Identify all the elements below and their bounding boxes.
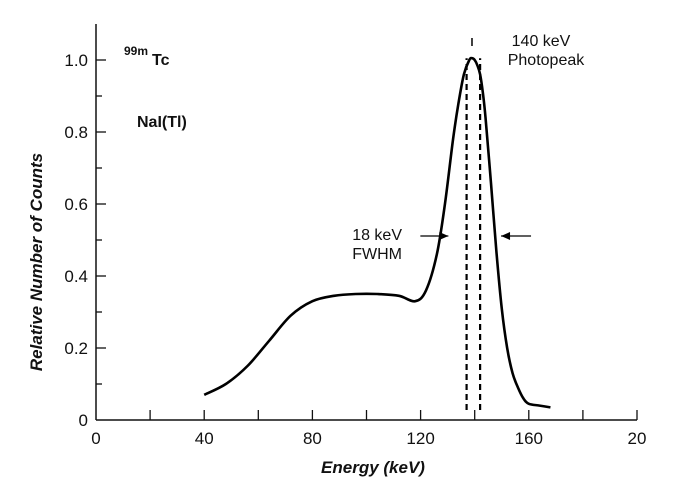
spectrum-line [203,56,551,409]
x-tick-label: 120 [406,429,434,448]
y-axis-title: Relative Number of Counts [27,153,46,371]
x-tick-label: 20 [628,429,647,448]
isotope-mass-label: 99m [124,44,148,58]
fwhm-right-arrow [501,232,532,240]
isotope-symbol-label: Tc [152,52,170,69]
y-tick-label: 0.4 [64,267,88,286]
y-tick-label: 0.2 [64,339,88,358]
y-tick-label: 0 [79,411,88,430]
y-tick-label: 0.6 [64,195,88,214]
x-axis-title: Energy (keV) [321,458,425,477]
fwhm-name-label: FWHM [352,246,402,263]
x-tick-label: 0 [91,429,100,448]
x-tick-label: 40 [195,429,214,448]
detector-label: NaI(Tl) [137,114,187,131]
y-tick-label: 1.0 [64,51,88,70]
y-ticks: 0 0.2 0.4 0.6 0.8 1.0 [64,51,106,430]
axes [95,24,637,421]
photopeak-energy-label: 140 keV [512,33,571,50]
fwhm-left-arrow [420,232,449,240]
y-tick-label: 0.8 [64,123,88,142]
fwhm-arrows [420,232,532,240]
x-tick-label: 80 [303,429,322,448]
x-tick-label: 160 [515,429,543,448]
fwhm-value-label: 18 keV [352,227,402,244]
photopeak-dashed-lines [465,38,482,410]
x-ticks: 0 40 80 120 160 20 [91,410,646,448]
photopeak-name-label: Photopeak [508,52,586,69]
